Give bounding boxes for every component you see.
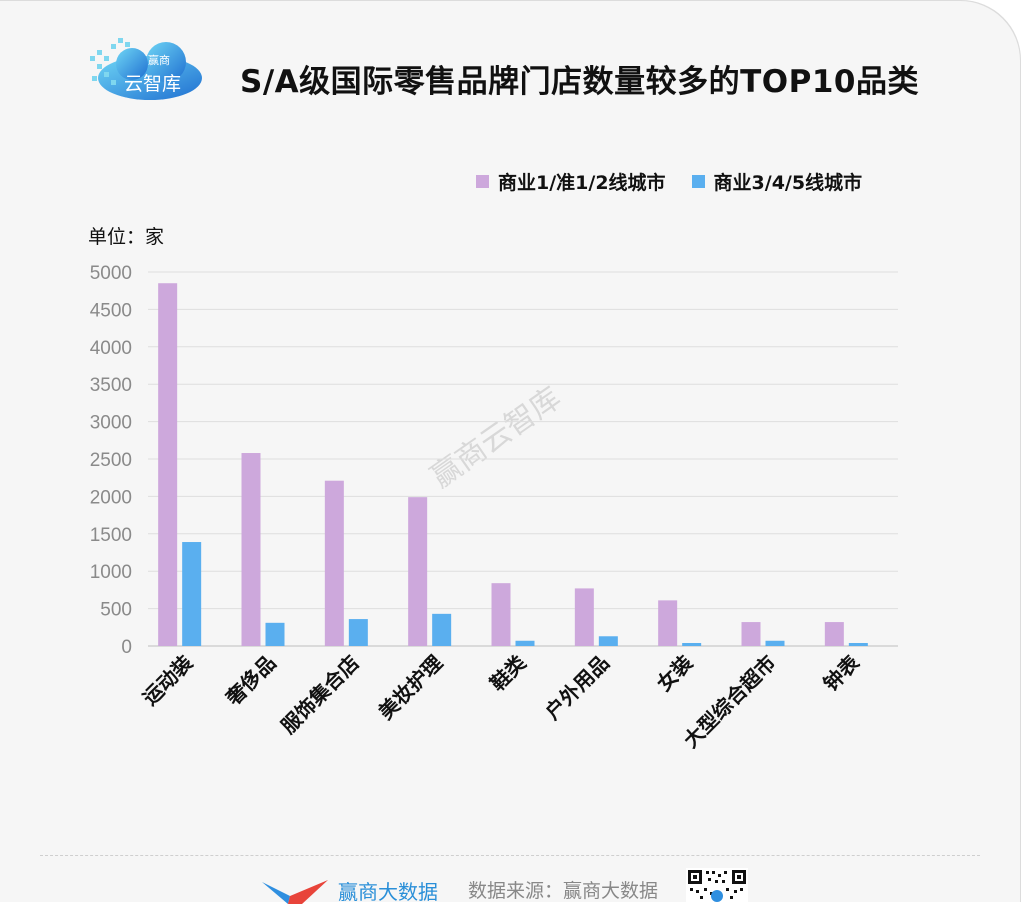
bar-series2 bbox=[682, 643, 702, 646]
unit-label: 单位：家 bbox=[88, 226, 165, 248]
bar-series2 bbox=[348, 619, 368, 646]
y-tick-label: 4500 bbox=[90, 300, 132, 321]
bar-series1 bbox=[491, 583, 511, 646]
footer-divider bbox=[40, 855, 980, 856]
chart-title: S/A级国际零售品牌门店数量较多的TOP10品类 bbox=[240, 64, 919, 100]
brand-bird-icon bbox=[262, 879, 328, 904]
qr-code-icon bbox=[686, 868, 748, 902]
bar-series1 bbox=[824, 622, 844, 646]
bar-chart: 0 500 1000 1500 2000 2500 3000 3500 4000 4500 5000… bbox=[90, 263, 898, 752]
data-source: 数据来源：赢商大数据 bbox=[468, 880, 659, 902]
brand-logo: 赢商 云智库 bbox=[90, 38, 202, 100]
y-tick-label: 1000 bbox=[90, 562, 132, 583]
bar-series1 bbox=[324, 480, 344, 646]
bar-series2 bbox=[182, 542, 202, 646]
bar-series2 bbox=[432, 613, 452, 646]
y-tick-label: 4000 bbox=[90, 338, 132, 359]
bar-series2 bbox=[515, 640, 535, 646]
bar-series2 bbox=[598, 636, 618, 646]
legend-item-series1: 商业1/准1/2线城市 bbox=[476, 168, 666, 195]
x-tick-label: 女装 bbox=[652, 651, 697, 696]
y-tick-label: 5000 bbox=[90, 263, 132, 284]
x-tick-label: 奢侈品 bbox=[220, 651, 280, 711]
legend-swatch-series1 bbox=[476, 175, 489, 188]
bar-series1 bbox=[158, 283, 178, 646]
bar-series2 bbox=[848, 643, 868, 646]
bar-series1 bbox=[574, 588, 594, 646]
legend-label-series2: 商业3/4/5线城市 bbox=[713, 172, 863, 194]
legend-label-series1: 商业1/准1/2线城市 bbox=[498, 172, 666, 194]
y-tick-label: 2500 bbox=[90, 450, 132, 471]
x-tick-label: 鞋类 bbox=[485, 651, 530, 696]
bar-series1 bbox=[741, 622, 761, 646]
y-tick-label: 500 bbox=[100, 600, 132, 621]
x-tick-label: 运动装 bbox=[138, 651, 197, 710]
y-tick-label: 3500 bbox=[90, 375, 132, 396]
x-tick-label: 服饰集合店 bbox=[276, 651, 364, 739]
x-tick-label: 美妆护理 bbox=[374, 651, 448, 725]
footer-brand: 赢商大数据 bbox=[262, 876, 438, 905]
bar-series2 bbox=[265, 622, 285, 646]
footer-brand-name: 赢商大数据 bbox=[338, 880, 438, 904]
svg-text:赢商: 赢商 bbox=[148, 53, 170, 67]
cloud-icon bbox=[98, 42, 202, 100]
x-tick-label: 钟表 bbox=[819, 650, 865, 696]
legend-swatch-series2 bbox=[691, 175, 705, 188]
y-tick-label: 0 bbox=[121, 637, 132, 658]
svg-text:云智库: 云智库 bbox=[124, 73, 181, 95]
chart-legend: 商业1/准1/2线城市 商业3/4/5线城市 bbox=[476, 168, 888, 195]
bar-series1 bbox=[241, 453, 261, 646]
y-tick-label: 2000 bbox=[90, 487, 132, 508]
bar-series2 bbox=[765, 640, 785, 646]
legend-item-series2: 商业3/4/5线城市 bbox=[691, 168, 863, 195]
bar-series1 bbox=[658, 600, 678, 646]
x-tick-label: 户外用品 bbox=[540, 651, 614, 725]
y-tick-label: 3000 bbox=[90, 413, 132, 434]
y-tick-label: 1500 bbox=[90, 525, 132, 546]
bar-series1 bbox=[408, 497, 428, 646]
